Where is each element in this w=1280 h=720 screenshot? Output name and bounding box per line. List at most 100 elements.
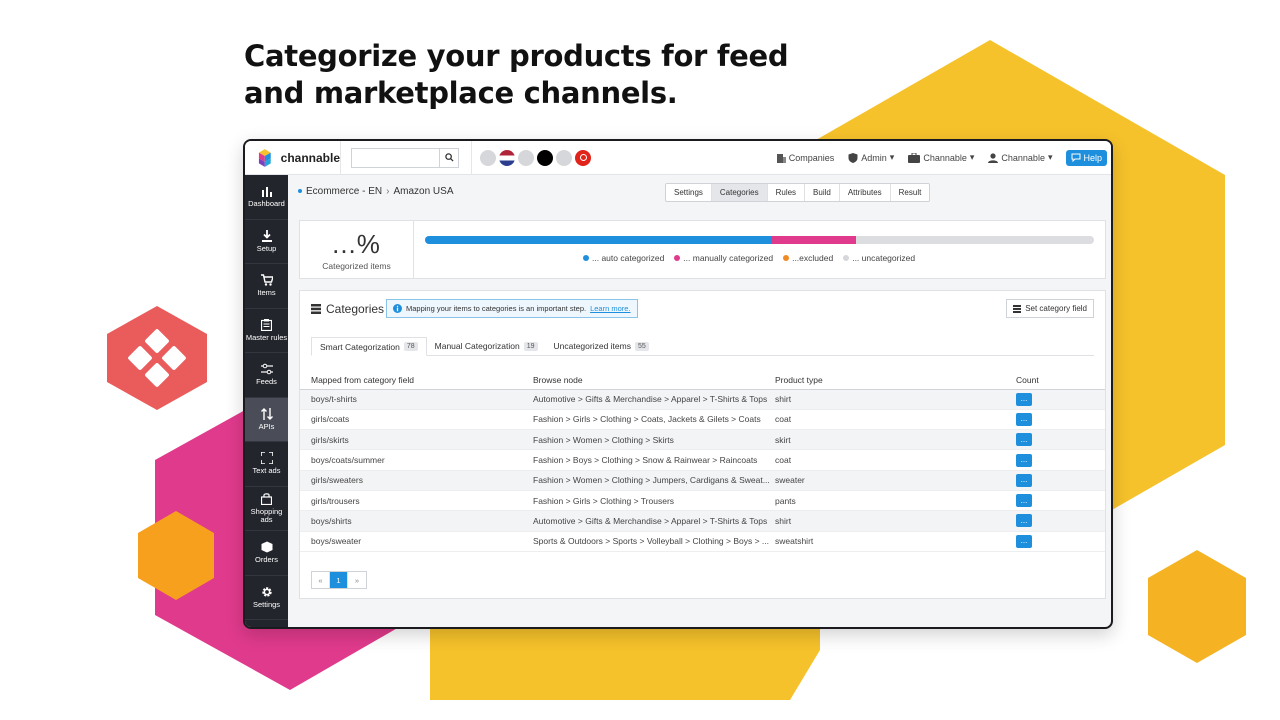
headline-line-2: and marketplace channels. (244, 76, 678, 110)
table-row[interactable]: girls/trousers Fashion > Girls > Clothin… (300, 490, 1105, 512)
chevron-down-icon: ▾ (969, 152, 975, 162)
sidebar-item-dashboard[interactable]: Dashboard (245, 175, 288, 220)
table-row[interactable]: boys/t-shirts Automotive > Gifts & Merch… (300, 389, 1105, 410)
mapped-category-cell: boys/t-shirts (300, 389, 533, 410)
sidebar: Dashboard Setup Items Master rules Feeds… (245, 175, 288, 627)
count-button[interactable]: ... (1016, 494, 1032, 508)
browse-node-cell[interactable]: Sports & Outdoors > Sports > Volleyball … (533, 531, 775, 552)
count-button[interactable]: ... (1016, 453, 1032, 467)
sidebar-item-master-rules[interactable]: Master rules (245, 309, 288, 353)
sidebar-item-settings[interactable]: Settings (245, 576, 288, 620)
count-cell: ... (1016, 449, 1105, 471)
sidebar-item-orders[interactable]: Orders (245, 531, 288, 576)
user-menu[interactable]: Channable ▾ (988, 152, 1052, 163)
categorized-label: Categorized items (322, 261, 391, 271)
count-cell: ... (1016, 470, 1105, 491)
tab-manual-categorization[interactable]: Manual Categorization 19 (427, 337, 546, 355)
product-type-cell[interactable]: sweatshirt (775, 531, 1016, 552)
help-button[interactable]: Help (1066, 149, 1107, 166)
project-menu[interactable]: Channable ▾ (908, 152, 974, 163)
browse-node-cell[interactable]: Automotive > Gifts & Merchandise > Appar… (533, 510, 775, 532)
sidebar-item-apis[interactable]: APIs (245, 397, 288, 442)
categorization-stats: ...% Categorized items ... auto categori… (299, 220, 1106, 279)
count-button[interactable]: ... (1016, 534, 1032, 548)
tab-label: Uncategorized items (553, 341, 631, 351)
step-attributes[interactable]: Attributes (840, 184, 891, 201)
sidebar-item-label: Text ads (252, 466, 281, 476)
browse-node-cell[interactable]: Fashion > Women > Clothing > Jumpers, Ca… (533, 470, 775, 491)
column-header[interactable]: Mapped from category field (300, 371, 533, 390)
count-button[interactable]: ... (1016, 433, 1032, 447)
red-channel-icon[interactable] (575, 149, 591, 166)
learn-more-link[interactable]: Learn more. (590, 304, 631, 313)
product-type-cell[interactable]: shirt (775, 510, 1016, 532)
channel-flags (471, 141, 591, 175)
browse-node-cell[interactable]: Fashion > Girls > Clothing > Coats, Jack… (533, 409, 775, 431)
count-button[interactable]: ... (1016, 514, 1032, 528)
step-build[interactable]: Build (805, 184, 840, 201)
product-type-cell[interactable]: skirt (775, 429, 1016, 451)
categories-title: Categories (311, 302, 384, 316)
mapped-category-cell: girls/sweaters (300, 470, 533, 491)
breadcrumb-project[interactable]: Ecommerce - EN (306, 185, 383, 197)
legend-manual: ... manually categorized (674, 253, 773, 263)
table-row[interactable]: girls/coats Fashion > Girls > Clothing >… (300, 409, 1105, 431)
column-header[interactable]: Browse node (533, 371, 775, 390)
product-type-cell[interactable]: pants (775, 490, 1016, 512)
browse-node-cell[interactable]: Fashion > Boys > Clothing > Snow & Rainw… (533, 449, 775, 471)
netherlands-flag-icon[interactable] (499, 149, 515, 166)
chevron-down-icon: ▾ (1047, 152, 1053, 162)
product-type-cell[interactable]: coat (775, 409, 1016, 431)
sidebar-item-text-ads[interactable]: Text ads (245, 442, 288, 487)
sidebar-item-shopping-ads[interactable]: Shopping ads (245, 487, 288, 531)
logo[interactable]: channable (245, 141, 341, 175)
main-content: Ecommerce - EN › Amazon USA Settings Cat… (288, 175, 1111, 627)
browse-node-cell[interactable]: Fashion > Girls > Clothing > Trousers (533, 490, 775, 512)
step-settings[interactable]: Settings (666, 184, 712, 201)
step-categories[interactable]: Categories (711, 184, 768, 201)
set-category-field-button[interactable]: Set category field (1006, 299, 1094, 318)
column-header[interactable]: Count (1016, 371, 1105, 390)
table-row[interactable]: boys/sweater Sports & Outdoors > Sports … (300, 531, 1105, 552)
sidebar-item-label: Shopping ads (250, 506, 283, 524)
product-type-cell[interactable]: coat (775, 449, 1016, 471)
tab-smart-categorization[interactable]: Smart Categorization 78 (311, 337, 427, 356)
product-type-cell[interactable]: shirt (775, 389, 1016, 410)
product-type-cell[interactable]: sweater (775, 470, 1016, 491)
flag-placeholder-3[interactable] (556, 149, 572, 166)
browse-node-cell[interactable]: Automotive > Gifts & Merchandise > Appar… (533, 389, 775, 410)
browse-node-cell[interactable]: Fashion > Women > Clothing > Skirts (533, 429, 775, 451)
table-row[interactable]: girls/sweaters Fashion > Women > Clothin… (300, 470, 1105, 491)
tab-uncategorized-items[interactable]: Uncategorized items 55 (546, 337, 657, 355)
sidebar-item-setup[interactable]: Setup (245, 220, 288, 264)
step-result[interactable]: Result (898, 188, 922, 197)
search-input[interactable] (351, 147, 439, 168)
companies-link[interactable]: Companies (776, 153, 834, 163)
breadcrumb-channel[interactable]: Amazon USA (393, 185, 454, 197)
table-row[interactable]: boys/coats/summer Fashion > Boys > Cloth… (300, 449, 1105, 471)
chevron-right-icon: › (386, 185, 390, 197)
table-row[interactable]: girls/skirts Fashion > Women > Clothing … (300, 429, 1105, 451)
pagination-prev[interactable]: « (312, 572, 330, 588)
count-cell: ... (1016, 429, 1105, 451)
pagination-next[interactable]: » (354, 575, 360, 585)
count-button[interactable]: ... (1016, 473, 1032, 487)
count-button[interactable]: ... (1016, 392, 1032, 406)
sidebar-item-items[interactable]: Items (245, 264, 288, 309)
column-header[interactable]: Product type (775, 371, 1016, 390)
table-row[interactable]: boys/shirts Automotive > Gifts & Merchan… (300, 510, 1105, 532)
count-cell: ... (1016, 510, 1105, 532)
sidebar-item-feeds[interactable]: Feeds (245, 353, 288, 398)
top-nav: Companies Admin ▾ Channable ▾ Channable … (776, 149, 1111, 166)
mapped-category-cell: girls/coats (300, 409, 533, 431)
black-channel-icon[interactable] (537, 149, 553, 166)
step-rules[interactable]: Rules (768, 184, 806, 201)
admin-menu[interactable]: Admin ▾ (848, 152, 894, 163)
chevron-down-icon: ▾ (889, 152, 895, 162)
search-button[interactable] (439, 147, 459, 168)
count-button[interactable]: ... (1016, 412, 1032, 426)
pagination-page[interactable]: 1 (330, 572, 348, 588)
help-label: Help (1083, 152, 1102, 163)
flag-placeholder-1[interactable] (480, 149, 496, 166)
flag-placeholder-2[interactable] (518, 149, 534, 166)
